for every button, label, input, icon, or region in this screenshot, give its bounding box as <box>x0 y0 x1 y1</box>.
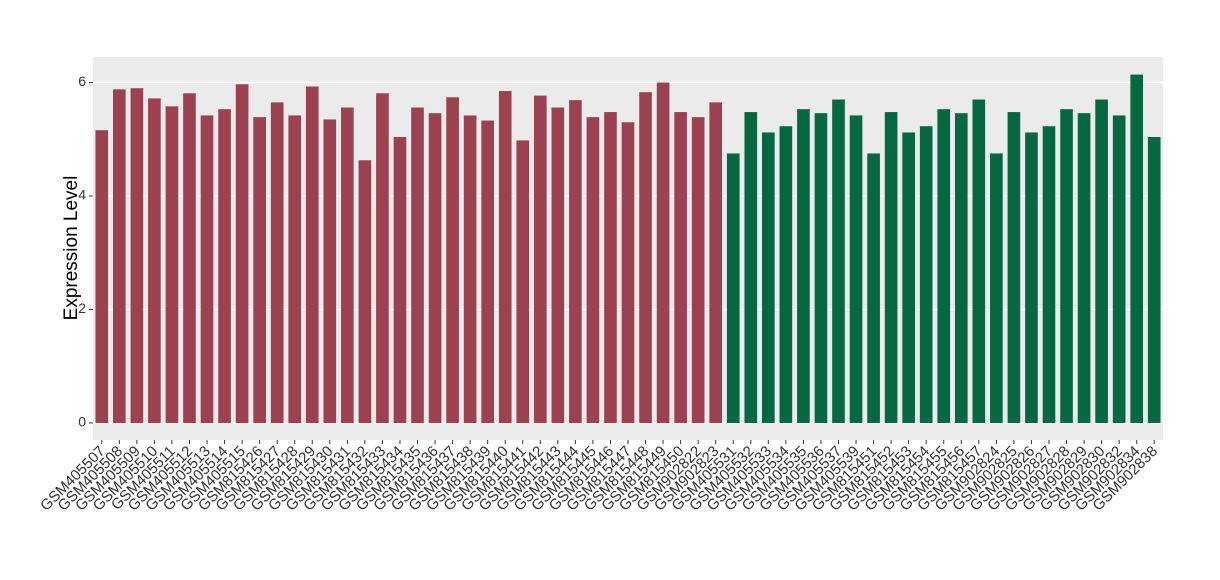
y-tick-label: 0 <box>78 414 86 430</box>
bar <box>305 86 319 423</box>
bar <box>1077 113 1091 423</box>
bar <box>797 109 810 423</box>
bar <box>358 160 372 423</box>
bar <box>586 117 600 423</box>
bar <box>972 99 986 423</box>
bar <box>639 92 652 423</box>
bar <box>218 109 231 423</box>
bar <box>95 130 109 423</box>
bar <box>902 132 915 423</box>
bar <box>762 132 775 423</box>
bar <box>569 100 582 423</box>
bar <box>726 153 740 423</box>
bar <box>130 88 144 423</box>
bar <box>323 119 337 423</box>
bar <box>744 112 758 423</box>
bar <box>1060 109 1073 423</box>
bar <box>533 95 547 423</box>
bar <box>516 140 530 423</box>
bar <box>428 113 442 423</box>
bar <box>709 102 723 423</box>
bar <box>779 126 793 423</box>
bar <box>604 112 617 423</box>
bar <box>183 93 196 423</box>
bar <box>376 93 389 423</box>
bar <box>884 112 898 423</box>
bar <box>148 98 161 423</box>
bar <box>446 97 459 423</box>
bar <box>200 115 214 423</box>
bar <box>621 122 635 423</box>
bar <box>1042 126 1056 423</box>
bar <box>1007 112 1021 423</box>
y-tick-label: 4 <box>78 187 86 203</box>
bar <box>814 113 828 423</box>
bar <box>867 153 880 423</box>
bar <box>849 115 863 423</box>
bar <box>253 117 266 423</box>
bar <box>341 107 354 423</box>
bar <box>481 120 494 423</box>
bar <box>498 91 512 423</box>
y-axis-label: Expression Level <box>61 176 82 321</box>
bar <box>1095 99 1108 423</box>
bar <box>691 117 705 423</box>
bar <box>832 99 845 423</box>
bar <box>1130 74 1144 423</box>
bar <box>235 84 249 423</box>
bar <box>393 137 407 423</box>
bar <box>288 115 302 423</box>
bar <box>551 107 565 423</box>
bar <box>937 109 951 423</box>
bar <box>1112 115 1126 423</box>
bar <box>165 106 179 423</box>
bar <box>954 113 968 423</box>
bar <box>112 89 126 423</box>
bar <box>1025 132 1038 423</box>
bar <box>990 153 1003 423</box>
bar <box>411 107 424 423</box>
bar <box>656 82 670 423</box>
bar <box>919 126 933 423</box>
y-tick-label: 6 <box>78 73 86 89</box>
y-tick-label: 2 <box>78 300 86 316</box>
bar <box>1147 137 1161 423</box>
bar <box>463 115 477 423</box>
bar <box>674 112 687 423</box>
bar <box>270 102 284 423</box>
